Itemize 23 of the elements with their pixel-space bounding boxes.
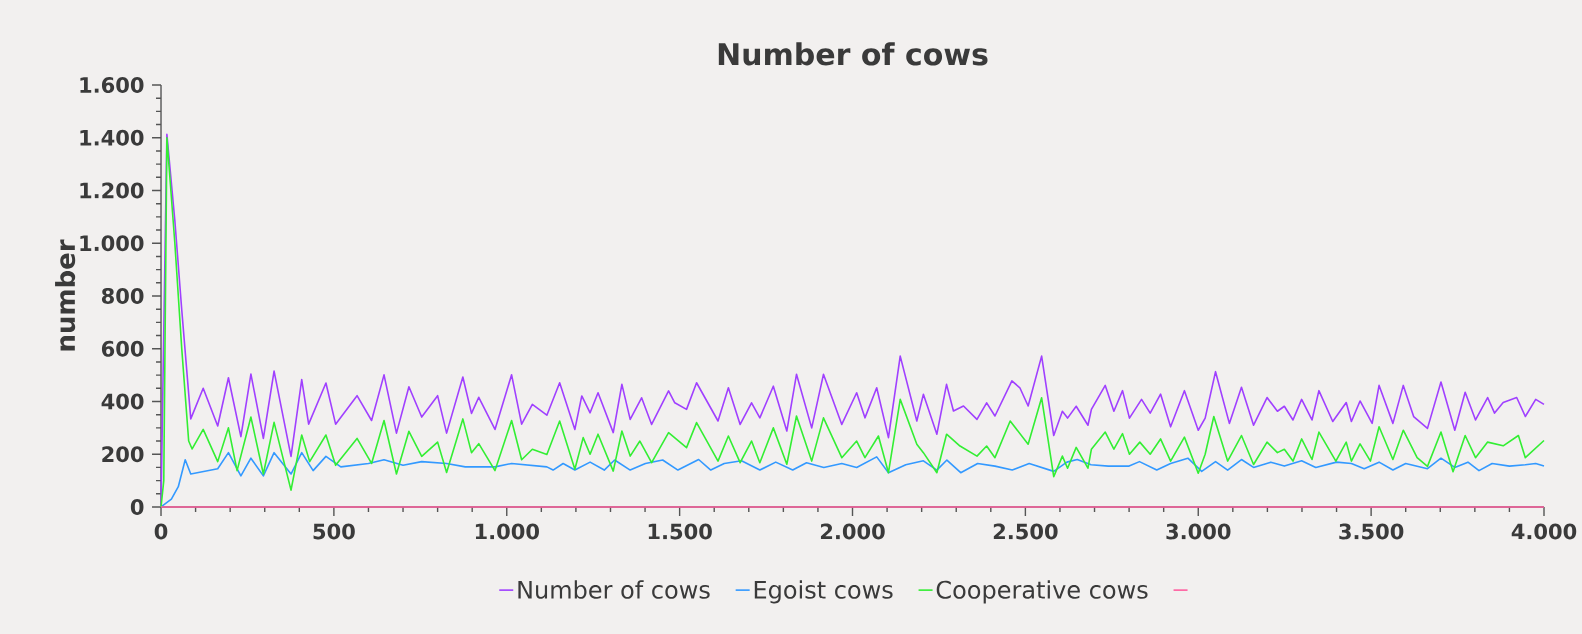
legend-label: Cooperative cows — [936, 580, 1148, 604]
legend-label: Egoist cows — [754, 580, 893, 604]
y-tick-label: 800 — [101, 288, 144, 304]
y-tick-label: 200 — [102, 446, 144, 463]
x-tick-label: 0 — [154, 523, 168, 540]
y-tick-label: 1.000 — [80, 235, 144, 252]
x-tick-label: 2.500 — [993, 523, 1058, 540]
x-tick-label: 1.500 — [648, 523, 712, 540]
y-tick-label: 1.200 — [80, 182, 144, 199]
x-tick-label: 4.000 — [1511, 523, 1577, 540]
chart-title: Number of cows — [718, 42, 988, 66]
y-tick-label: 400 — [101, 393, 144, 410]
y-tick-label: 600 — [101, 340, 144, 357]
y-tick-label: 1.600 — [80, 77, 144, 93]
legend-label: Number of cows — [518, 580, 710, 599]
y-tick-label: 0 — [130, 499, 144, 515]
x-tick-label: 2.000 — [820, 523, 885, 540]
x-tick-label: 3.000 — [1166, 523, 1231, 540]
x-tick-label: 1.000 — [475, 523, 539, 540]
x-tick-label: 500 — [313, 523, 355, 540]
x-tick-label: 3.500 — [1339, 523, 1404, 540]
y-tick-label: 1.400 — [80, 129, 144, 146]
y-axis-title: number — [55, 239, 76, 351]
